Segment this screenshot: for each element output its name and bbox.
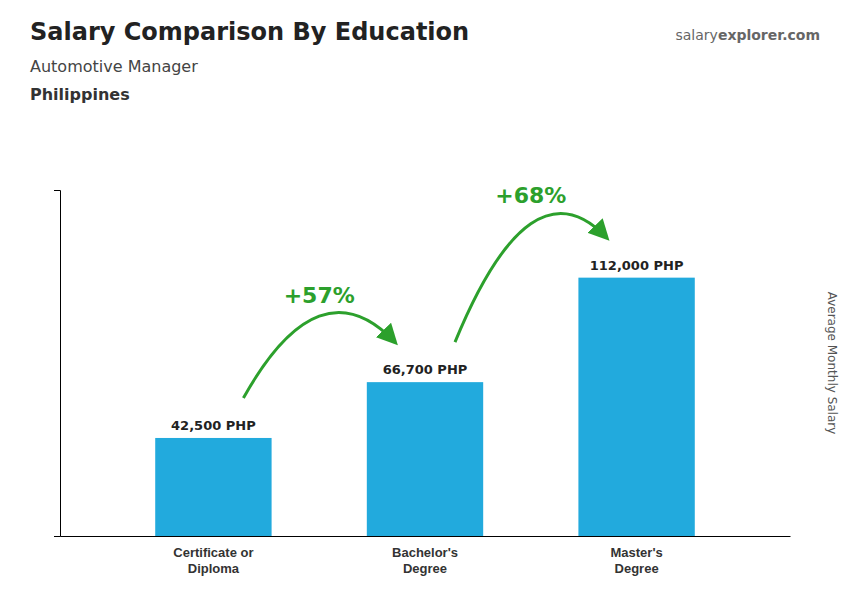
data-label: 66,700 PHP [383, 362, 468, 377]
chart: Salary Comparison By Education Automotive… [0, 0, 850, 606]
x-tick-label-line: Degree [615, 561, 659, 576]
x-tick: Master'sDegree [610, 536, 662, 576]
y-axis [54, 191, 61, 537]
x-tick-label-line: Diploma [188, 561, 240, 576]
data-labels: 42,500 PHP 66,700 PHP 112,000 PHP [171, 258, 683, 433]
title: Salary Comparison By Education [30, 18, 469, 46]
x-tick-label: Bachelor'sDegree [392, 545, 458, 576]
bar [155, 438, 271, 536]
watermark-part: salary [676, 27, 718, 43]
bar [578, 278, 694, 536]
x-tick-label-line: Degree [403, 561, 447, 576]
x-tick-label: Certificate orDiploma [173, 545, 253, 576]
x-axis-line [61, 536, 791, 537]
bars [155, 278, 695, 536]
watermark-part: explorer.com [718, 27, 820, 43]
x-tick-label-line: Master's [610, 545, 662, 560]
watermark: salaryexplorer.com [676, 27, 821, 43]
x-axis: Certificate orDiplomaBachelor'sDegreeMas… [61, 536, 791, 576]
y-axis-line [54, 191, 61, 537]
y-axis-title: Average Monthly Salary [825, 292, 839, 435]
x-tick-label-line: Certificate or [173, 545, 253, 560]
annotation-arrow [455, 213, 607, 342]
subtitle: Automotive Manager [30, 57, 198, 76]
bar [367, 382, 483, 536]
x-tick: Certificate orDiploma [173, 536, 253, 576]
x-tick-label-line: Bachelor's [392, 545, 458, 560]
country: Philippines [30, 85, 130, 104]
data-label: 112,000 PHP [590, 258, 684, 273]
data-label: 42,500 PHP [171, 418, 256, 433]
annotations: +57% +68% [243, 183, 606, 398]
annotation: +68% [495, 183, 566, 208]
x-tick-label: Master'sDegree [610, 545, 662, 576]
x-tick: Bachelor'sDegree [392, 536, 458, 576]
annotation-arrow [243, 312, 395, 397]
annotation: +57% [284, 283, 355, 308]
